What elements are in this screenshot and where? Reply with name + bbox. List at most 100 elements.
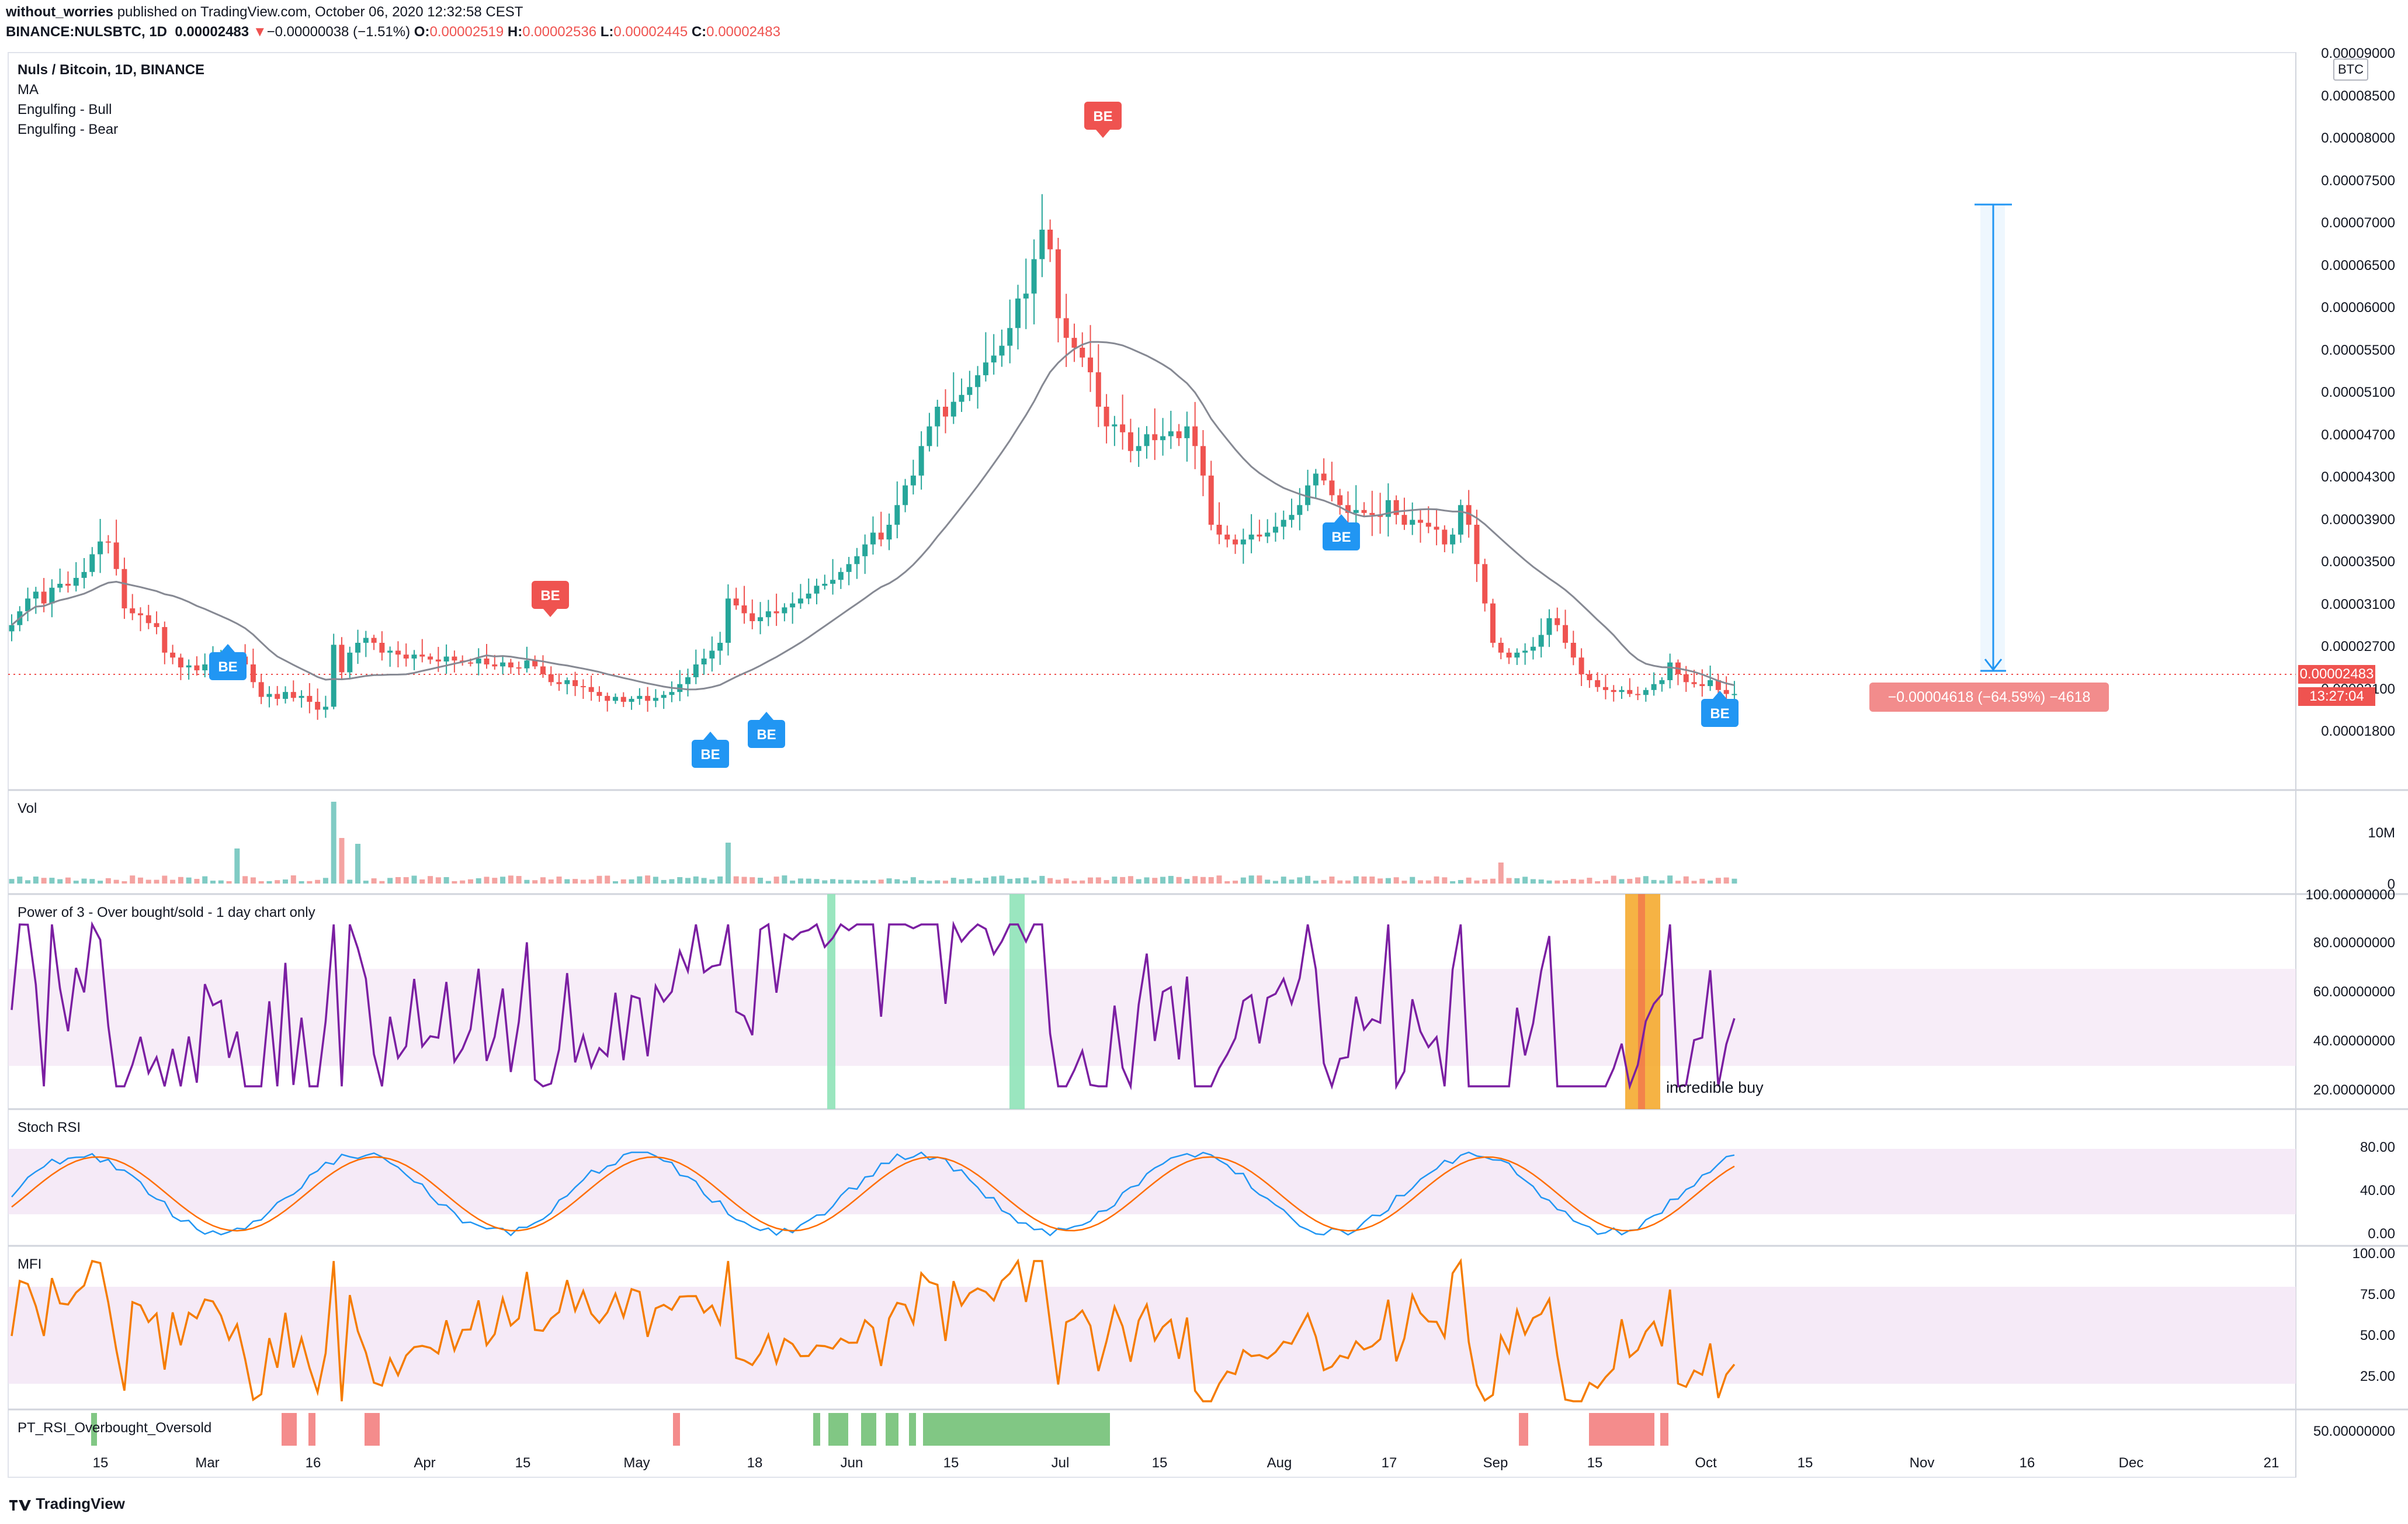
candle-body [903,485,908,505]
vol-title[interactable]: Vol [18,801,37,816]
candle-body [1007,328,1013,346]
candle-body [419,654,425,657]
legend-item-engulfing-bull[interactable]: Engulfing - Bull [18,102,112,117]
currency-badge[interactable]: BTC [2333,58,2368,81]
published-text: published on TradingView.com, October 06… [113,4,523,20]
candle-body [1015,298,1021,328]
volume-bar [838,879,844,884]
volume-bar [218,880,224,884]
engulfing-bull-marker[interactable]: BE [209,644,247,680]
candle-body [33,591,39,599]
engulfing-bull-marker[interactable]: BE [1323,514,1360,550]
volume-bar [725,843,731,884]
pt-rsi-title[interactable]: PT_RSI_Overbought_Oversold [18,1420,212,1436]
candle-body [1393,500,1399,515]
candle-body [1578,657,1584,674]
volume-bar [886,878,892,884]
candle-body [435,659,441,661]
volume-bar [1393,877,1399,884]
vol-tick-10m: 10M [2368,825,2395,841]
engulfing-bull-marker[interactable]: BE [692,732,729,768]
volume-bar [331,802,336,884]
candle-body [1176,431,1182,438]
candle-body [1555,618,1560,625]
candle-body [467,662,473,664]
candle-body [1450,534,1456,545]
mfi-title[interactable]: MFI [18,1256,42,1272]
volume-bar [1498,863,1504,884]
candle-body [1425,522,1431,527]
candle-body [637,695,643,699]
volume-bar [1474,880,1480,884]
time-tick: Sep [1483,1455,1508,1471]
candle-body [1699,684,1705,687]
engulfing-bear-marker[interactable]: BE [532,581,569,617]
candle-body [765,611,771,618]
volume-bar [1208,877,1214,884]
marker-label: BE [700,747,720,763]
candle-body [588,687,594,692]
candle-body [428,656,433,660]
symbol-label: BINANCE:NULSBTC, 1D [6,24,167,40]
volume-bar [1699,878,1705,884]
volume-bar [1570,879,1576,884]
volume-bar [822,880,828,884]
volume-bar [540,877,546,884]
volume-bar [1321,879,1327,884]
publisher-name[interactable]: without_worries [6,4,114,20]
volume-bar [950,878,956,884]
stoch-tick-40: 40.00 [2360,1183,2395,1199]
candle-body [950,401,956,417]
volume-bar [1546,880,1552,884]
volume-bar [1055,879,1061,884]
candle-body [1595,680,1601,687]
price-tick: 0.00004700 [2321,427,2395,443]
legend-item-ma[interactable]: MA [18,82,39,98]
volume-bar [782,875,787,884]
engulfing-bull-marker[interactable]: BE [1701,691,1739,727]
engulfing-bear-marker[interactable]: BE [1084,102,1122,138]
volume-bar [1715,878,1721,884]
volume-bar [830,879,836,884]
candle-body [1466,505,1472,525]
volume-bar [1192,876,1198,884]
chart-legend-title[interactable]: Nuls / Bitcoin, 1D, BINANCE [18,62,205,78]
stochrsi-title[interactable]: Stoch RSI [18,1120,81,1135]
candle-body [1490,603,1496,643]
candle-body [1200,446,1206,476]
marker-label: BE [757,727,776,743]
power3-tick-60: 60.00000000 [2313,984,2395,1000]
price-tick: 0.00001800 [2321,723,2395,739]
candle-body [806,593,811,599]
time-tick: Jul [1051,1455,1070,1471]
candle-body [1514,652,1520,658]
candle-body [1104,407,1109,427]
candle-body [669,692,675,695]
volume-bar [709,879,715,884]
high-label: H: [507,24,523,40]
candle-body [1522,650,1528,653]
close-label: C: [691,24,707,40]
candle-body [580,686,586,688]
candle-body [1208,475,1214,525]
volume-bar [669,879,675,884]
close-value: 0.00002483 [706,24,780,40]
volume-bar [1216,875,1222,884]
volume-bar [975,881,981,884]
candle-body [1458,505,1463,535]
footer-brand[interactable]: TradingView [8,1495,125,1513]
volume-bar [258,881,264,884]
power3-title[interactable]: Power of 3 - Over bought/sold - 1 day ch… [18,905,315,920]
last-price: 0.00002483 [175,24,249,40]
candle-body [443,656,449,661]
pt-rsi-bar [923,1413,1110,1446]
candles [9,194,1737,720]
engulfing-bull-marker[interactable]: BE [748,712,785,748]
volume-bar [467,879,473,884]
incredible-buy-annotation: incredible buy [1666,1079,1764,1096]
volume-bar [661,879,667,884]
volume-bar [927,881,932,884]
legend-item-engulfing-bear[interactable]: Engulfing - Bear [18,122,119,137]
open-value: 0.00002519 [429,24,504,40]
